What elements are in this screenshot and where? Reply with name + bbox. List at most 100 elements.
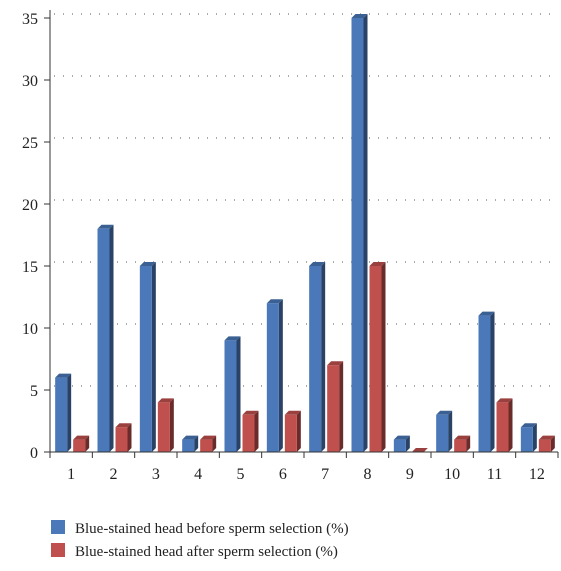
bar-top <box>520 423 537 428</box>
y-tick-label-0: 0 <box>30 445 38 462</box>
bar-side <box>363 14 368 452</box>
y-tick-label-1: 5 <box>30 383 38 400</box>
y-tick-label-7: 35 <box>22 11 38 28</box>
bar-top <box>369 262 386 266</box>
bar-s0-3 <box>139 262 156 452</box>
bar-side <box>151 262 156 452</box>
bar-s1-4 <box>200 435 217 452</box>
legend-swatch-before <box>51 520 65 534</box>
bar-s0-9 <box>393 435 410 452</box>
x-tick-label-2: 3 <box>152 466 160 483</box>
bar-top <box>200 435 217 440</box>
bar-side <box>127 423 132 452</box>
bar-front <box>224 340 237 452</box>
bar-top <box>55 373 72 378</box>
bar-front <box>327 365 340 452</box>
legend-label-after: Blue-stained head after sperm selection … <box>75 544 338 560</box>
bar-side <box>490 311 495 452</box>
bar-side <box>194 435 199 452</box>
bar-front <box>309 266 322 452</box>
bar-front <box>393 439 406 452</box>
bar-side <box>466 435 471 452</box>
x-tick-label-1: 2 <box>110 466 118 483</box>
bar-s1-1 <box>73 435 90 452</box>
bar-side <box>381 262 386 452</box>
bar-front <box>157 402 170 452</box>
bar-side <box>109 224 114 452</box>
bar-side <box>212 435 217 452</box>
legend: Blue-stained head before sperm selection… <box>51 520 349 560</box>
bar-side <box>405 435 410 452</box>
bar-top <box>496 398 513 403</box>
y-tick-label-2: 10 <box>22 321 38 338</box>
x-tick-labels: 1 2 3 4 5 6 7 8 9 10 11 12 <box>49 452 559 483</box>
bar-front <box>97 228 110 452</box>
bar-side <box>321 262 326 452</box>
bar-top <box>284 410 301 415</box>
bar-front <box>115 427 128 452</box>
bar-front <box>182 439 195 452</box>
x-tick-label-3: 4 <box>194 466 202 483</box>
bar-s1-12 <box>538 435 555 452</box>
bar-top <box>224 336 241 341</box>
x-tick-label-11: 12 <box>529 466 545 483</box>
bar-front <box>242 414 255 452</box>
bar-s0-11 <box>478 311 495 452</box>
bar-side <box>339 361 344 452</box>
bar-s0-8 <box>351 14 368 452</box>
bar-s0-5 <box>224 336 241 452</box>
bar-top <box>182 435 199 440</box>
bar-side <box>278 299 283 452</box>
x-tick-label-9: 10 <box>444 466 460 483</box>
y-tick-label-6: 30 <box>22 73 38 90</box>
y-tick-label-5: 25 <box>22 135 38 152</box>
bar-side <box>254 410 259 452</box>
bar-front <box>478 315 491 452</box>
bar-side <box>448 410 453 452</box>
legend-label-before: Blue-stained head before sperm selection… <box>75 521 349 537</box>
bar-front <box>369 266 382 452</box>
bar-top <box>436 410 453 415</box>
bar-front <box>454 439 467 452</box>
bar-front <box>55 377 68 452</box>
bar-front <box>538 439 551 452</box>
bar-front <box>73 439 86 452</box>
bar-top <box>73 435 90 440</box>
x-tick-label-0: 1 <box>67 466 75 483</box>
bar-side <box>508 398 513 452</box>
bar-s1-11 <box>496 398 513 452</box>
y-tick-label-3: 15 <box>22 259 38 276</box>
bar-top <box>157 398 174 403</box>
bar-s1-2 <box>115 423 132 452</box>
bar-s0-4 <box>182 435 199 452</box>
legend-swatch-after <box>51 543 65 557</box>
bar-s0-6 <box>266 299 283 452</box>
bars <box>55 14 555 452</box>
x-tick-label-4: 5 <box>237 466 245 483</box>
bar-front <box>520 427 533 452</box>
bar-front <box>200 439 213 452</box>
bar-top <box>115 423 132 428</box>
x-tick-label-8: 9 <box>406 466 414 483</box>
bar-s0-12 <box>520 423 537 452</box>
bar-top <box>411 448 428 452</box>
y-tick-label-4: 20 <box>22 197 38 214</box>
bar-s0-7 <box>309 262 326 452</box>
x-tick-label-6: 7 <box>321 466 329 483</box>
bar-side <box>532 423 537 452</box>
bar-s1-7 <box>327 361 344 452</box>
bar-top <box>242 410 259 415</box>
bar-side <box>550 435 555 452</box>
bar-s1-9 <box>411 448 428 452</box>
x-tick-label-7: 8 <box>364 466 372 483</box>
bar-front <box>266 303 279 452</box>
bar-side <box>236 336 241 452</box>
bar-top <box>266 299 283 304</box>
bar-side <box>296 410 301 452</box>
bar-s1-5 <box>242 410 259 452</box>
bar-front <box>436 414 449 452</box>
bar-top <box>97 224 114 229</box>
bar-top <box>454 435 471 440</box>
bar-top <box>327 361 344 366</box>
